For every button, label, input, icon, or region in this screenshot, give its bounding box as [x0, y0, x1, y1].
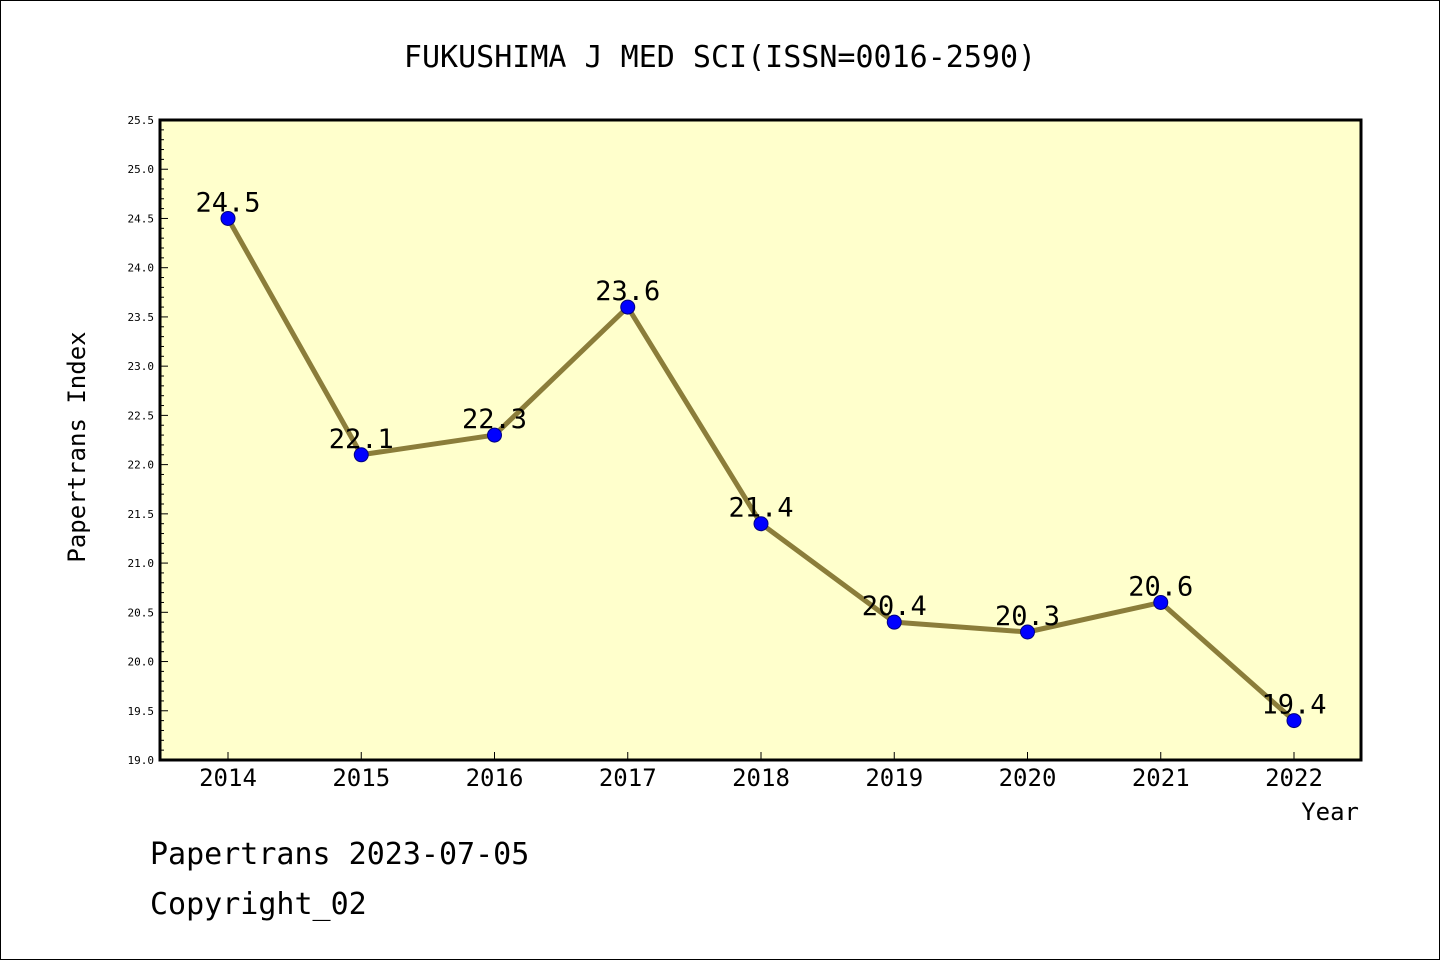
- data-label: 21.4: [728, 493, 793, 524]
- data-label-group: 24.5 22.1 22.3 23.6 21.4 20.4 20.3 20.6 19.4: [195, 187, 1326, 720]
- x-tick-label: 2021: [1132, 764, 1190, 792]
- data-label: 24.5: [195, 187, 260, 218]
- x-tick-label: 2018: [732, 764, 790, 792]
- y-tick-label: 20.5: [128, 606, 155, 619]
- x-tick-label: 2019: [865, 764, 923, 792]
- y-tick-label: 23.5: [128, 311, 155, 324]
- data-point: [886, 614, 902, 630]
- data-point: [1153, 594, 1169, 610]
- data-point: [487, 427, 502, 443]
- data-point: [353, 447, 369, 463]
- y-tick-label: 20.0: [128, 656, 155, 669]
- x-axis: 2014 2015 2016 2017 2018 2019 2020 2021 2022: [199, 752, 1323, 792]
- y-tick-label: 24.0: [128, 262, 155, 275]
- y-tick-label: 21.0: [128, 557, 155, 570]
- x-tick-label: 2015: [332, 764, 390, 792]
- x-axis-title: Year: [1301, 798, 1359, 826]
- y-tick-label: 19.5: [128, 705, 155, 718]
- x-tick-label: 2020: [999, 764, 1057, 792]
- data-point: [753, 516, 769, 532]
- data-label: 20.6: [1128, 571, 1193, 602]
- data-label: 20.3: [995, 601, 1060, 632]
- y-tick-label: 23.0: [128, 360, 155, 373]
- y-tick-label: 19.0: [128, 754, 155, 767]
- data-label: 23.6: [595, 276, 660, 307]
- y-tick-label: 24.5: [128, 212, 155, 225]
- footer-copyright: Copyright_02: [150, 887, 367, 922]
- data-point: [1286, 713, 1302, 729]
- y-tick-label: 22.5: [128, 409, 155, 422]
- x-tick-label: 2022: [1265, 764, 1323, 792]
- plot-area: [158, 118, 1363, 762]
- x-tick-label: 2014: [199, 764, 257, 792]
- marker-group: [220, 210, 1302, 729]
- x-tick-label: 2016: [466, 764, 524, 792]
- y-tick-label: 25.0: [128, 163, 155, 176]
- data-point: [620, 299, 636, 315]
- data-label: 20.4: [862, 591, 927, 622]
- data-point: [220, 210, 236, 226]
- y-tick-label: 25.5: [128, 114, 155, 127]
- chart-title: FUKUSHIMA J MED SCI(ISSN=0016-2590): [404, 40, 1036, 75]
- y-axis-title: Papertrans Index: [63, 331, 91, 562]
- footer-date: Papertrans 2023-07-05: [150, 837, 529, 872]
- y-tick-label: 21.5: [128, 508, 155, 521]
- data-point: [1020, 624, 1035, 640]
- data-label: 19.4: [1261, 690, 1326, 721]
- data-label: 22.3: [462, 404, 527, 435]
- data-label: 22.1: [329, 424, 394, 455]
- y-axis: 19.0 19.5 20.0 20.5 21.0 21.5 22.0 22.5 23.0 23.5…: [128, 114, 168, 767]
- y-tick-label: 22.0: [128, 459, 155, 472]
- x-tick-label: 2017: [599, 764, 657, 792]
